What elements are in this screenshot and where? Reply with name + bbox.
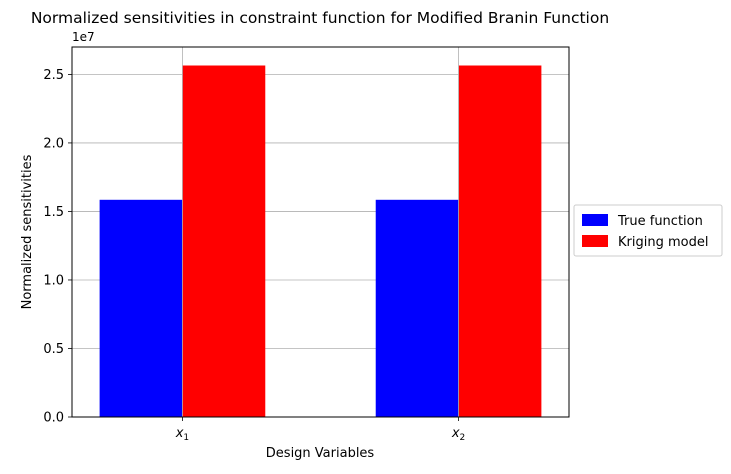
- legend-label-kriging-model: Kriging model: [618, 235, 708, 250]
- bar-true-function-x2: [375, 199, 459, 417]
- x-tick-label-x1: x1: [175, 426, 189, 443]
- y-tick-label: 0.0: [43, 411, 64, 426]
- x-tick-label-x2: x2: [451, 426, 465, 443]
- bar-kriging-model-x2: [458, 65, 542, 417]
- bar-true-function-x1: [99, 199, 183, 417]
- y-offset-label: 1e7: [72, 30, 95, 44]
- y-tick-label: 2.0: [43, 136, 64, 151]
- y-axis-label: Normalized sensitivities: [20, 154, 35, 309]
- chart-title: Normalized sensitivities in constraint f…: [31, 9, 609, 27]
- bars-group: [99, 65, 542, 417]
- y-tick-label: 1.0: [43, 273, 64, 288]
- x-axis-label: Design Variables: [266, 446, 375, 461]
- y-tick-label: 2.5: [43, 68, 64, 83]
- legend-swatch-true-function: [582, 214, 608, 226]
- y-axis-ticks: 0.0 0.5 1.0 1.5 2.0 2.5: [43, 68, 72, 426]
- legend: True function Kriging model: [573, 204, 723, 257]
- y-tick-label: 0.5: [43, 342, 64, 357]
- plot-frame: [71, 46, 570, 418]
- legend-box: [573, 204, 723, 257]
- bar-kriging-model-x1: [182, 65, 266, 417]
- y-tick-label: 1.5: [43, 205, 64, 220]
- legend-swatch-kriging-model: [582, 235, 608, 247]
- legend-label-true-function: True function: [617, 214, 703, 229]
- x-axis-ticks: x1 x2: [175, 417, 465, 443]
- vertical-grid-lines: [182, 47, 459, 417]
